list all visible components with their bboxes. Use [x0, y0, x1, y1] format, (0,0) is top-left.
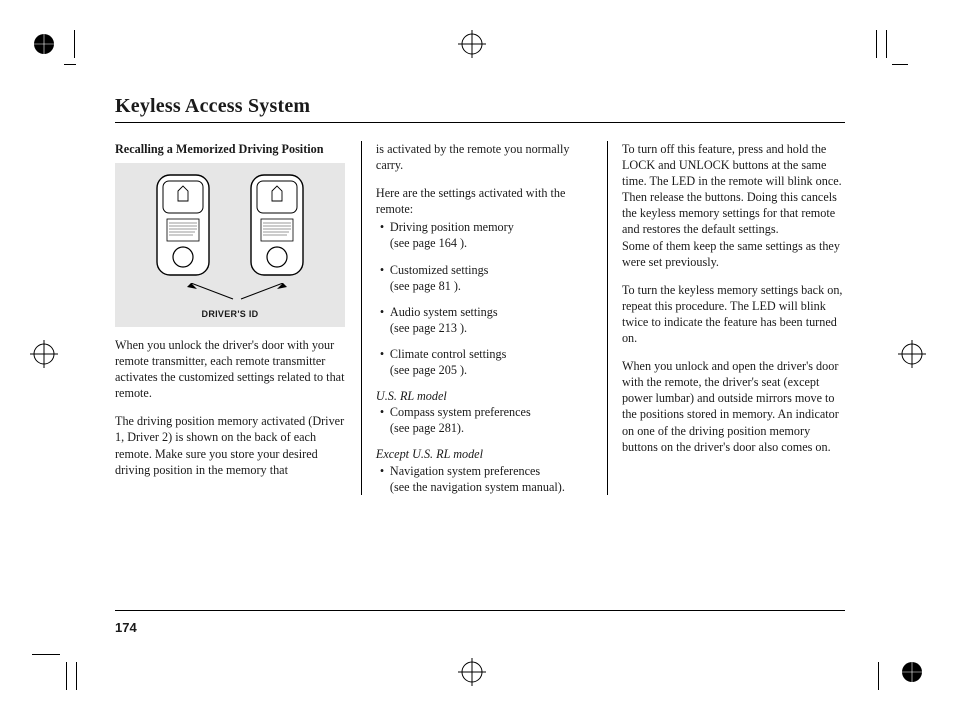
list-item: •Climate control settings (see page 205 )…: [376, 346, 599, 378]
bullet-ref: (see page 205 ).: [390, 363, 467, 377]
list-item: •Customized settings (see page 81 ).: [376, 262, 599, 294]
body-text: Here are the settings activated with the…: [376, 185, 599, 217]
bullet-text: Compass system preferences: [390, 405, 531, 419]
model-note: Except U.S. RL model: [376, 446, 599, 462]
model-note: U.S. RL model: [376, 388, 599, 404]
body-text: When you unlock the driver's door with y…: [115, 337, 353, 401]
crop-top-right: [868, 30, 908, 70]
reg-mark-right: [898, 340, 926, 368]
remote-figure: DRIVER'S ID: [115, 163, 345, 327]
bullet-ref: (see page 281).: [390, 421, 464, 435]
body-text: The driving position memory activated (D…: [115, 413, 353, 477]
remote-pair: [121, 173, 339, 283]
bullet-icon: •: [380, 346, 390, 378]
bullet-icon: •: [380, 404, 390, 436]
footer-rule: [115, 610, 845, 611]
reg-mark-left: [30, 340, 58, 368]
columns: Recalling a Memorized Driving Position: [115, 141, 845, 495]
column-3: To turn off this feature, press and hold…: [607, 141, 845, 495]
crop-top-left: [64, 30, 94, 70]
list-item: •Compass system preferences (see page 281…: [376, 404, 599, 436]
page-title: Keyless Access System: [115, 95, 845, 118]
body-text: is activated by the remote you normally …: [376, 141, 599, 173]
remote-icon: [245, 173, 309, 283]
body-text: To turn the keyless memory settings back…: [622, 282, 845, 346]
crop-bottom-right: [860, 648, 900, 698]
list-item: •Driving position memory (see page 164 ).: [376, 219, 599, 251]
bullet-icon: •: [380, 463, 390, 495]
reg-mark-top-left: [30, 30, 58, 58]
crop-bottom-left: [32, 648, 92, 698]
callout-lines: [121, 283, 351, 301]
bullet-text: Driving position memory: [390, 220, 514, 234]
list-item: •Navigation system preferences (see the n…: [376, 463, 599, 495]
bullet-ref: (see page 81 ).: [390, 279, 461, 293]
column-1: Recalling a Memorized Driving Position: [115, 141, 353, 495]
list-item: •Audio system settings (see page 213 ).: [376, 304, 599, 336]
bullet-ref: (see the navigation system manual).: [390, 480, 565, 494]
title-block: Keyless Access System: [115, 95, 845, 123]
body-text: Some of them keep the same settings as t…: [622, 238, 845, 270]
reg-mark-bottom-right: [898, 658, 926, 686]
bullet-text: Climate control settings: [390, 347, 506, 361]
bullet-ref: (see page 213 ).: [390, 321, 467, 335]
bullet-ref: (see page 164 ).: [390, 236, 467, 250]
figure-caption: DRIVER'S ID: [121, 309, 339, 321]
page-content: Keyless Access System Recalling a Memori…: [115, 95, 845, 495]
bullet-text: Audio system settings: [390, 305, 498, 319]
bullet-icon: •: [380, 262, 390, 294]
reg-mark-bottom-center: [458, 658, 486, 686]
body-text: When you unlock and open the driver's do…: [622, 358, 845, 455]
reg-mark-top-center: [458, 30, 486, 58]
page-number: 174: [115, 620, 137, 635]
column-2: is activated by the remote you normally …: [361, 141, 599, 495]
body-text: To turn off this feature, press and hold…: [622, 141, 845, 238]
bullet-icon: •: [380, 304, 390, 336]
section-heading: Recalling a Memorized Driving Position: [115, 141, 353, 157]
bullet-icon: •: [380, 219, 390, 251]
remote-icon: [151, 173, 215, 283]
bullet-text: Customized settings: [390, 263, 489, 277]
bullet-text: Navigation system preferences: [390, 464, 540, 478]
